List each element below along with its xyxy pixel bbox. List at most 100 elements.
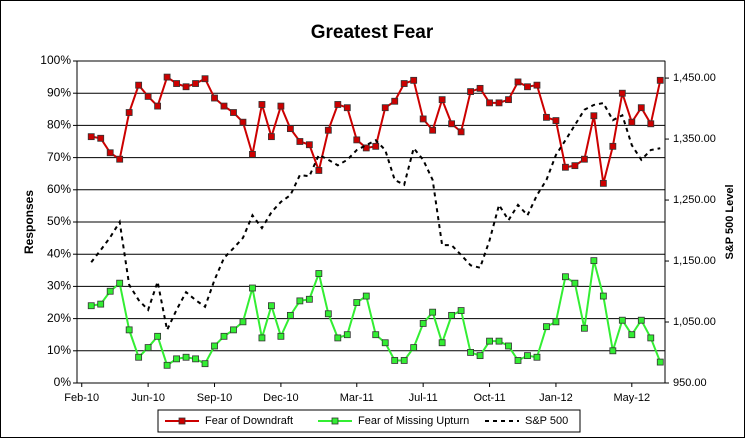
x-tick-label: Jan-12 bbox=[539, 392, 573, 404]
y-tick-label: 80% bbox=[47, 118, 71, 132]
data-point bbox=[514, 357, 522, 364]
y-tick-label: 60% bbox=[47, 182, 71, 196]
y2-tick-label: 1,250.00 bbox=[673, 194, 716, 206]
y-axis-label: Responses bbox=[22, 190, 36, 254]
data-point bbox=[277, 102, 285, 110]
y-tick-label: 90% bbox=[47, 85, 71, 99]
legend-label: S&P 500 bbox=[525, 415, 568, 427]
data-point bbox=[258, 101, 266, 108]
data-point bbox=[381, 339, 389, 347]
data-point bbox=[249, 284, 256, 292]
data-point bbox=[505, 96, 512, 104]
y2-tick-label: 1,050.00 bbox=[673, 316, 716, 328]
data-point bbox=[211, 94, 218, 102]
data-point bbox=[495, 337, 503, 345]
data-point bbox=[467, 349, 474, 356]
x-tick-label: Dec-10 bbox=[263, 392, 298, 404]
data-point bbox=[543, 113, 550, 121]
data-point bbox=[628, 118, 636, 126]
x-tick-label: Feb-10 bbox=[64, 392, 99, 404]
data-point bbox=[609, 347, 617, 355]
data-point bbox=[296, 297, 304, 305]
data-point bbox=[429, 308, 437, 316]
data-point bbox=[97, 300, 105, 308]
y2-tick-label: 1,150.00 bbox=[673, 255, 716, 267]
data-point bbox=[277, 332, 285, 340]
x-tick-label: Mar-11 bbox=[340, 392, 374, 404]
y-tick-label: 30% bbox=[47, 279, 71, 293]
data-point bbox=[448, 120, 456, 128]
series-line bbox=[90, 101, 661, 334]
data-point bbox=[182, 353, 190, 361]
data-point bbox=[97, 134, 105, 142]
data-point bbox=[163, 361, 171, 369]
data-point bbox=[410, 344, 418, 351]
x-tick-label: May-12 bbox=[613, 392, 650, 404]
data-point bbox=[154, 332, 162, 340]
data-point bbox=[599, 179, 607, 187]
data-point bbox=[343, 104, 351, 112]
data-point bbox=[381, 104, 389, 112]
data-point bbox=[220, 332, 228, 340]
data-point bbox=[391, 357, 399, 364]
data-point bbox=[599, 292, 607, 300]
data-point bbox=[448, 311, 456, 319]
data-point bbox=[305, 141, 313, 149]
data-point bbox=[656, 358, 664, 366]
data-point bbox=[505, 342, 512, 350]
data-point bbox=[571, 162, 579, 170]
data-point bbox=[173, 80, 180, 87]
data-point bbox=[182, 83, 190, 91]
data-point bbox=[286, 311, 294, 319]
x-tick-label: Oct-11 bbox=[473, 392, 505, 404]
data-point bbox=[239, 118, 247, 126]
data-point bbox=[192, 355, 199, 363]
data-point bbox=[419, 320, 427, 327]
data-point bbox=[305, 295, 313, 303]
data-point bbox=[144, 93, 152, 100]
data-point bbox=[457, 128, 465, 136]
data-point bbox=[324, 310, 332, 318]
data-point bbox=[315, 167, 323, 174]
data-point bbox=[590, 257, 598, 265]
y-tick-label: 50% bbox=[47, 214, 71, 228]
data-point bbox=[135, 353, 143, 361]
y-tick-label: 10% bbox=[47, 343, 71, 357]
data-point bbox=[173, 355, 180, 363]
data-point bbox=[372, 142, 380, 150]
data-point bbox=[211, 342, 218, 350]
x-tick-label: Sep-10 bbox=[197, 392, 232, 404]
data-point bbox=[524, 83, 531, 91]
y2-tick-label: 950.00 bbox=[673, 377, 707, 389]
data-point bbox=[116, 279, 124, 287]
data-point bbox=[230, 326, 237, 334]
data-point bbox=[87, 133, 95, 141]
data-point bbox=[628, 331, 636, 339]
y2-tick-label: 1,450.00 bbox=[673, 72, 716, 84]
y2-tick-label: 1,350.00 bbox=[673, 133, 716, 145]
data-point bbox=[571, 279, 579, 287]
data-point bbox=[400, 80, 408, 87]
data-point bbox=[637, 316, 645, 324]
legend-label: Fear of Downdraft bbox=[205, 415, 293, 427]
data-point bbox=[438, 339, 446, 347]
data-point bbox=[514, 78, 522, 86]
y-tick-label: 100% bbox=[40, 53, 71, 67]
y-tick-label: 20% bbox=[47, 311, 71, 325]
data-point bbox=[201, 360, 209, 368]
data-point bbox=[125, 109, 133, 116]
y-tick-label: 40% bbox=[47, 246, 71, 260]
y-tick-label: 70% bbox=[47, 150, 71, 164]
data-point bbox=[334, 334, 342, 342]
data-point bbox=[618, 89, 626, 97]
y-tick-label: 0% bbox=[54, 375, 72, 389]
data-point bbox=[116, 155, 124, 163]
data-point bbox=[495, 99, 503, 107]
y2-axis-label: S&P 500 Level bbox=[724, 184, 736, 259]
data-point bbox=[486, 337, 493, 345]
data-point bbox=[486, 99, 493, 107]
data-point bbox=[163, 73, 171, 81]
legend-marker bbox=[178, 417, 186, 425]
